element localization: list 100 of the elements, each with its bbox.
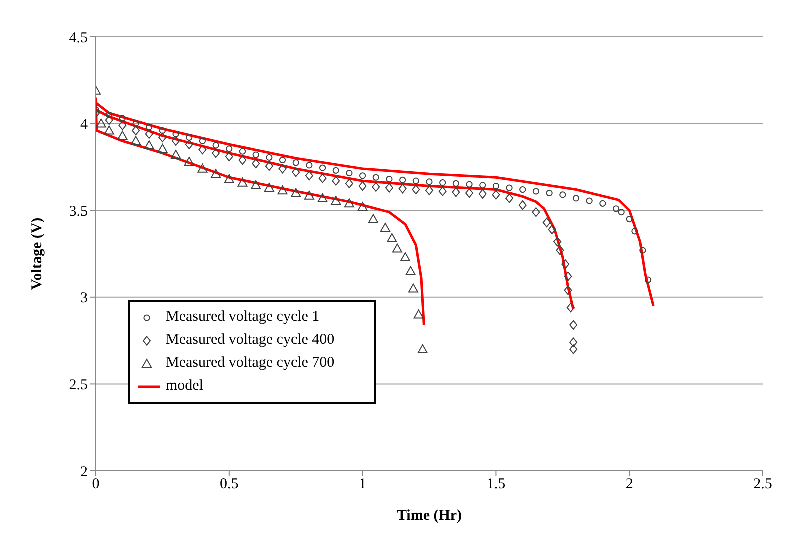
point xyxy=(398,184,407,194)
point xyxy=(452,188,460,198)
point xyxy=(252,152,260,158)
point xyxy=(560,192,566,198)
y-tick-label: 3 xyxy=(80,290,88,307)
point xyxy=(414,310,424,319)
point xyxy=(158,132,167,142)
point xyxy=(306,162,313,169)
point xyxy=(566,303,575,313)
point xyxy=(211,169,222,178)
point xyxy=(466,181,473,188)
y-tick-label: 4.5 xyxy=(69,30,88,46)
point xyxy=(346,170,353,177)
point xyxy=(640,247,646,254)
point xyxy=(198,145,207,155)
point xyxy=(548,224,556,234)
point xyxy=(612,206,620,212)
x-tick-label: 1.5 xyxy=(486,476,506,493)
point xyxy=(238,155,247,166)
point xyxy=(331,196,342,206)
point xyxy=(304,190,314,200)
point xyxy=(172,130,180,138)
point xyxy=(562,260,570,270)
point xyxy=(466,188,474,198)
point xyxy=(225,152,234,162)
point xyxy=(198,164,208,173)
point xyxy=(644,276,652,284)
point xyxy=(96,118,106,128)
point xyxy=(185,140,194,150)
point xyxy=(368,214,378,224)
legend-label: Measured voltage cycle 400 xyxy=(166,332,335,349)
point xyxy=(332,176,340,186)
point xyxy=(186,134,193,141)
x-tick-label: 2 xyxy=(626,476,634,493)
point xyxy=(132,126,140,136)
point xyxy=(492,190,500,200)
point xyxy=(360,172,366,180)
point xyxy=(478,189,487,199)
point xyxy=(318,193,328,202)
point xyxy=(278,164,287,174)
point xyxy=(319,164,326,172)
point xyxy=(380,222,390,232)
point xyxy=(400,252,410,262)
point xyxy=(106,112,113,118)
y-tick-label: 2.5 xyxy=(69,378,88,394)
point xyxy=(626,216,633,223)
point xyxy=(212,148,220,158)
x-tick-label: 2.5 xyxy=(754,476,772,493)
point xyxy=(387,233,398,242)
point xyxy=(506,184,513,192)
point xyxy=(572,195,580,202)
legend-label: model xyxy=(166,378,204,395)
point xyxy=(292,160,300,166)
point xyxy=(172,136,180,146)
point xyxy=(105,116,114,126)
x-tick-label: 1 xyxy=(359,476,367,493)
point xyxy=(418,344,428,354)
point xyxy=(408,284,418,293)
point xyxy=(556,246,564,256)
point xyxy=(345,178,354,188)
point xyxy=(412,184,420,195)
point xyxy=(506,194,514,204)
point xyxy=(199,138,206,144)
point xyxy=(212,142,220,149)
point xyxy=(146,124,153,131)
x-tick-label: 0.5 xyxy=(220,476,239,493)
point xyxy=(600,200,606,207)
point xyxy=(358,181,367,192)
point xyxy=(159,127,166,134)
point xyxy=(406,266,416,276)
point xyxy=(265,162,274,172)
point xyxy=(570,338,578,348)
point xyxy=(251,180,262,190)
point xyxy=(224,174,234,184)
point xyxy=(144,140,154,150)
point xyxy=(171,150,182,160)
point xyxy=(564,286,572,296)
point xyxy=(279,156,286,164)
point xyxy=(412,178,420,184)
point xyxy=(570,320,578,330)
point xyxy=(518,200,527,210)
point xyxy=(131,136,142,146)
point xyxy=(392,244,402,253)
legend-label: Measured voltage cycle 1 xyxy=(166,309,320,326)
point xyxy=(118,130,128,140)
point xyxy=(400,176,406,184)
point xyxy=(532,188,540,195)
point xyxy=(632,228,638,235)
point xyxy=(358,202,368,212)
point xyxy=(305,171,314,181)
point xyxy=(520,186,526,194)
point xyxy=(158,144,168,153)
point xyxy=(226,146,233,152)
point xyxy=(542,218,551,228)
point xyxy=(184,156,194,166)
point xyxy=(385,183,394,193)
point xyxy=(532,208,540,218)
point xyxy=(372,182,380,192)
point xyxy=(119,115,126,122)
point xyxy=(118,120,127,130)
